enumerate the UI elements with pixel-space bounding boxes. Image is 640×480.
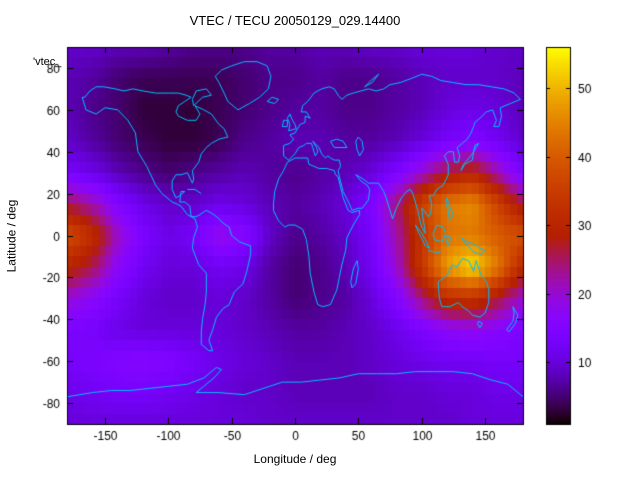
y-axis-label-text: Latitude / deg [4,199,19,272]
x-axis-label: Longitude / deg [253,452,337,466]
stray-key-label: 'vtec_ [33,56,62,68]
y-axis-label: Latitude / deg [0,47,22,424]
chart-title: VTEC / TECU 20050129_029.14400 [189,13,401,28]
